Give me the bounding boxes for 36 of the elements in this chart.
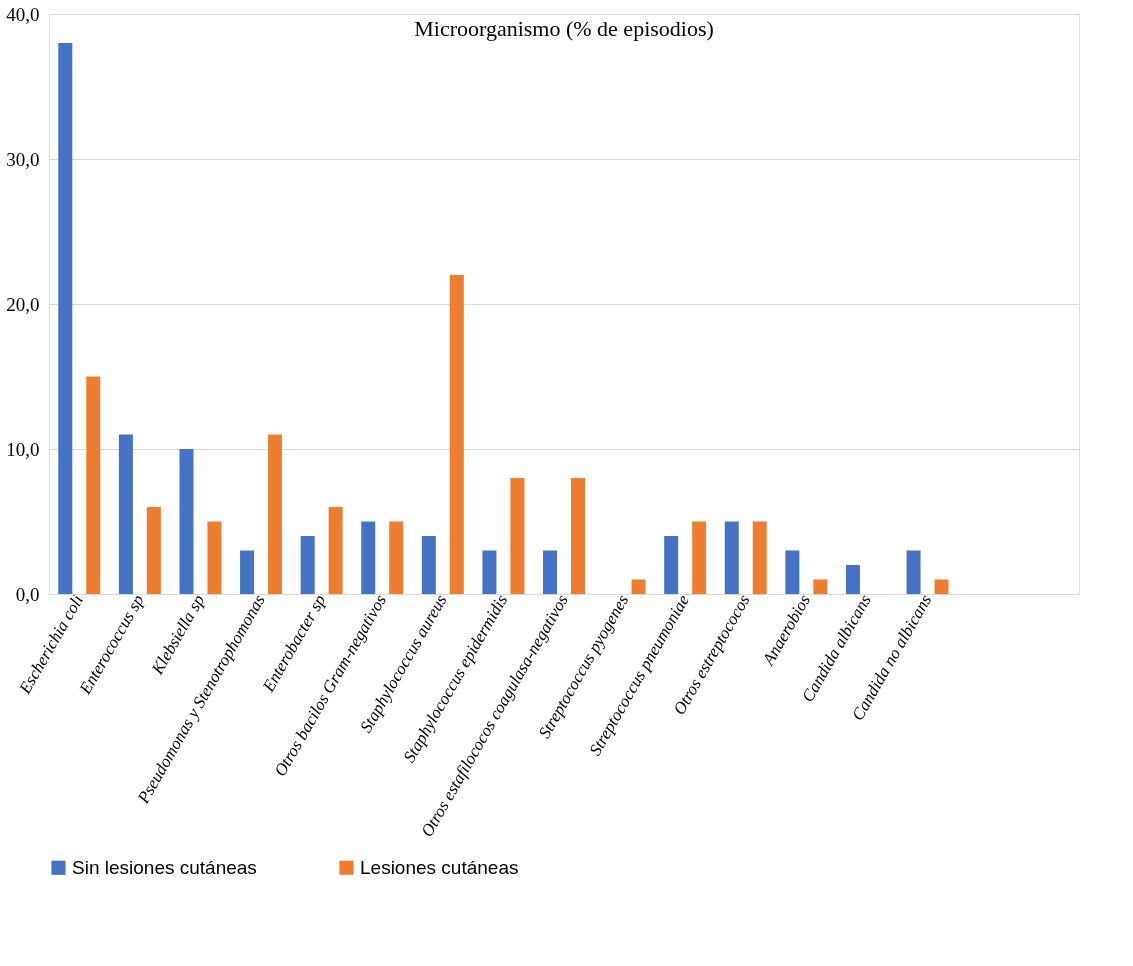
bar (934, 579, 949, 594)
bar (813, 579, 828, 594)
bar (207, 521, 222, 594)
bar (300, 536, 315, 594)
bar (118, 434, 133, 594)
bar (449, 275, 464, 594)
bar (510, 478, 525, 594)
bar (328, 507, 343, 594)
bar (692, 521, 707, 594)
bar (482, 550, 497, 594)
bar (845, 565, 860, 594)
bar (86, 376, 101, 594)
bar (240, 550, 255, 594)
legend-label: Lesiones cutáneas (360, 856, 519, 878)
bar (179, 449, 194, 594)
y-tick-label: 20,0 (6, 293, 40, 315)
y-tick-label: 40,0 (6, 3, 40, 25)
bar (543, 550, 558, 594)
bar (906, 550, 921, 594)
bar (389, 521, 404, 594)
bar (570, 478, 585, 594)
y-tick-label: 10,0 (6, 438, 40, 460)
bar (268, 434, 283, 594)
bar (785, 550, 800, 594)
bar (58, 43, 73, 594)
bar (664, 536, 679, 594)
bar (752, 521, 767, 594)
bar (631, 579, 646, 594)
bar (724, 521, 739, 594)
bar (146, 507, 161, 594)
y-tick-label: 30,0 (6, 148, 40, 170)
bar (421, 536, 436, 594)
legend-label: Sin lesiones cutáneas (72, 856, 257, 878)
chart-title: Microorganismo (% de episodios) (414, 16, 714, 41)
bar (361, 521, 376, 594)
y-tick-label: 0,0 (15, 583, 40, 605)
